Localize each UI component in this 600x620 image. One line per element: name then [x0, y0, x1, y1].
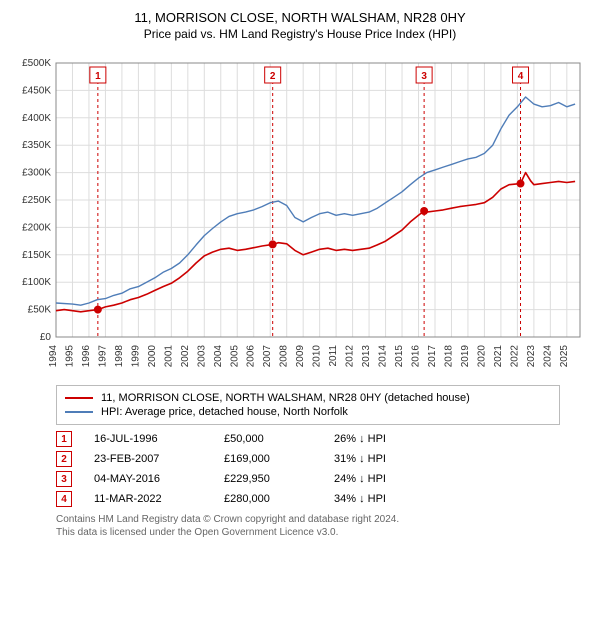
svg-text:2002: 2002	[180, 345, 191, 368]
svg-text:2007: 2007	[262, 345, 273, 368]
svg-text:2019: 2019	[460, 345, 471, 368]
legend-label: HPI: Average price, detached house, Nort…	[101, 406, 348, 418]
svg-text:£300K: £300K	[22, 168, 51, 179]
svg-text:2: 2	[270, 71, 276, 82]
transaction-pct: 31% ↓ HPI	[334, 453, 454, 465]
svg-text:1994: 1994	[48, 345, 59, 368]
chart-plot-area: £0 £50K £100K £150K £200K £250K £300K £350K £400…	[10, 47, 590, 377]
svg-text:£100K: £100K	[22, 277, 51, 288]
legend-item: 11, MORRISON CLOSE, NORTH WALSHAM, NR28 …	[65, 392, 551, 404]
svg-text:£400K: £400K	[22, 113, 51, 124]
svg-text:1997: 1997	[97, 345, 108, 368]
svg-text:2025: 2025	[559, 345, 570, 368]
legend-label: 11, MORRISON CLOSE, NORTH WALSHAM, NR28 …	[101, 392, 470, 404]
svg-text:£50K: £50K	[28, 305, 52, 316]
svg-text:£0: £0	[40, 332, 52, 343]
svg-text:4: 4	[518, 71, 524, 82]
transaction-row: 4 11-MAR-2022£280,00034% ↓ HPI	[56, 491, 560, 507]
chart-subtitle: Price paid vs. HM Land Registry's House …	[10, 27, 590, 41]
svg-text:2000: 2000	[147, 345, 158, 368]
svg-text:2024: 2024	[542, 345, 553, 368]
svg-text:2014: 2014	[378, 345, 389, 368]
svg-text:£450K: £450K	[22, 85, 51, 96]
legend-swatch	[65, 397, 93, 399]
transaction-date: 11-MAR-2022	[94, 493, 224, 505]
transaction-price: £169,000	[224, 453, 334, 465]
transaction-marker: 2	[56, 451, 72, 467]
legend-swatch	[65, 411, 93, 413]
svg-text:2011: 2011	[328, 345, 339, 367]
svg-text:2009: 2009	[295, 345, 306, 368]
svg-text:2004: 2004	[213, 345, 224, 368]
svg-text:£150K: £150K	[22, 250, 51, 261]
transaction-pct: 24% ↓ HPI	[334, 473, 454, 485]
svg-text:2018: 2018	[443, 345, 454, 368]
svg-text:2001: 2001	[163, 345, 174, 368]
transaction-table: 1 16-JUL-1996£50,00026% ↓ HPI 2 23-FEB-2007…	[56, 431, 560, 507]
svg-text:2005: 2005	[229, 345, 240, 368]
svg-text:£250K: £250K	[22, 195, 51, 206]
legend: 11, MORRISON CLOSE, NORTH WALSHAM, NR28 …	[56, 385, 560, 425]
transaction-price: £229,950	[224, 473, 334, 485]
attribution-footer: Contains HM Land Registry data © Crown c…	[56, 513, 560, 539]
footer-line: This data is licensed under the Open Gov…	[56, 526, 560, 539]
transaction-marker: 1	[56, 431, 72, 447]
transaction-row: 2 23-FEB-2007£169,00031% ↓ HPI	[56, 451, 560, 467]
svg-text:1: 1	[95, 71, 101, 82]
svg-text:1998: 1998	[114, 345, 125, 368]
svg-text:2023: 2023	[526, 345, 537, 368]
transaction-date: 23-FEB-2007	[94, 453, 224, 465]
footer-line: Contains HM Land Registry data © Crown c…	[56, 513, 560, 526]
svg-text:2017: 2017	[427, 345, 438, 368]
svg-text:1995: 1995	[64, 345, 75, 368]
svg-text:2003: 2003	[196, 345, 207, 368]
transaction-marker: 4	[56, 491, 72, 507]
svg-text:2022: 2022	[509, 345, 520, 368]
svg-text:1996: 1996	[81, 345, 92, 368]
transaction-price: £280,000	[224, 493, 334, 505]
transaction-pct: 34% ↓ HPI	[334, 493, 454, 505]
svg-text:£200K: £200K	[22, 222, 51, 233]
svg-text:£350K: £350K	[22, 140, 51, 151]
svg-text:2021: 2021	[493, 345, 504, 368]
chart-container: 11, MORRISON CLOSE, NORTH WALSHAM, NR28 …	[0, 0, 600, 547]
transaction-date: 04-MAY-2016	[94, 473, 224, 485]
svg-text:2016: 2016	[411, 345, 422, 368]
legend-item: HPI: Average price, detached house, Nort…	[65, 406, 551, 418]
svg-text:2010: 2010	[312, 345, 323, 368]
line-chart-svg: £0 £50K £100K £150K £200K £250K £300K £350K £400…	[10, 47, 590, 377]
svg-text:2012: 2012	[345, 345, 356, 368]
transaction-price: £50,000	[224, 433, 334, 445]
chart-title: 11, MORRISON CLOSE, NORTH WALSHAM, NR28 …	[10, 10, 590, 25]
svg-text:2006: 2006	[246, 345, 257, 368]
svg-text:£500K: £500K	[22, 58, 51, 69]
svg-text:2008: 2008	[279, 345, 290, 368]
transaction-pct: 26% ↓ HPI	[334, 433, 454, 445]
svg-text:2020: 2020	[476, 345, 487, 368]
transaction-row: 3 04-MAY-2016£229,95024% ↓ HPI	[56, 471, 560, 487]
transaction-row: 1 16-JUL-1996£50,00026% ↓ HPI	[56, 431, 560, 447]
svg-text:2013: 2013	[361, 345, 372, 368]
transaction-marker: 3	[56, 471, 72, 487]
svg-text:3: 3	[421, 71, 427, 82]
svg-text:2015: 2015	[394, 345, 405, 368]
svg-text:1999: 1999	[130, 345, 141, 368]
transaction-date: 16-JUL-1996	[94, 433, 224, 445]
